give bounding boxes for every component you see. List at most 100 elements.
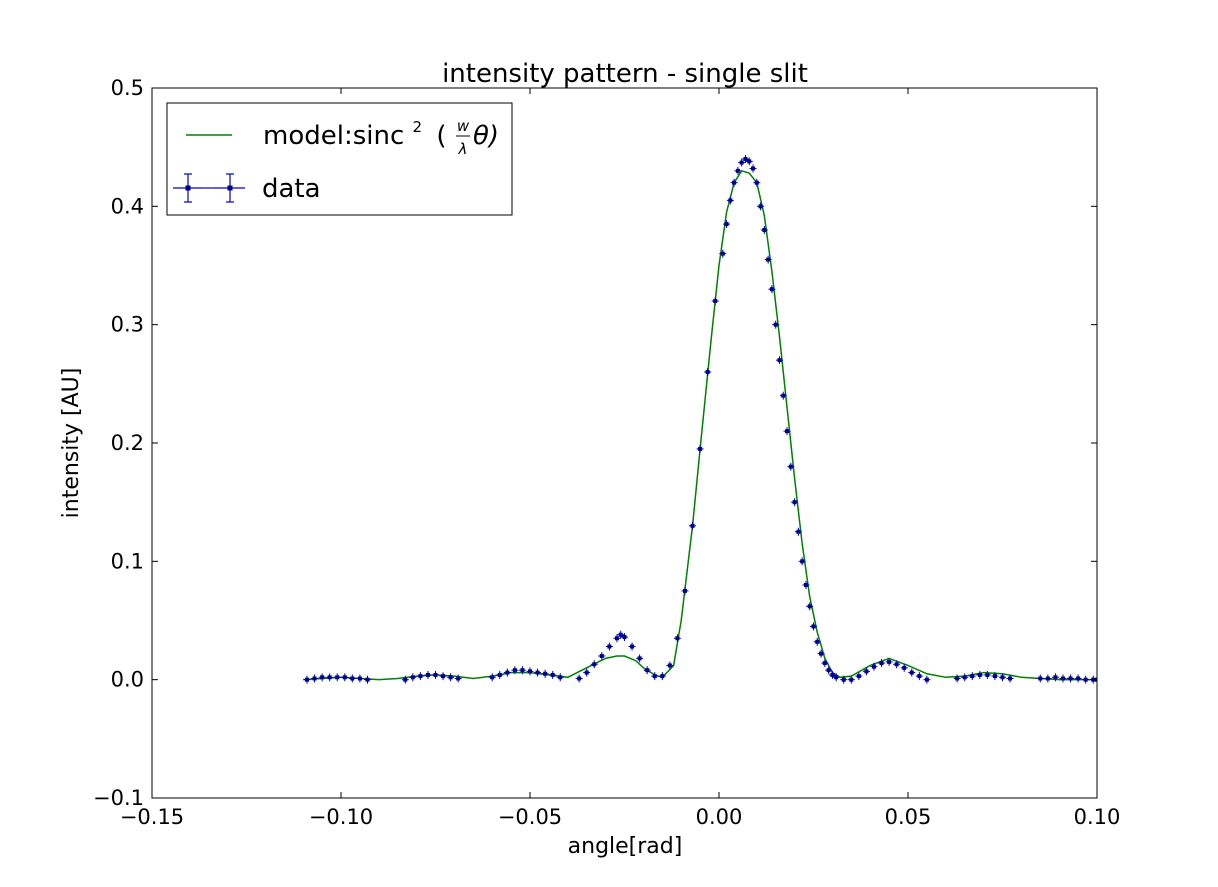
data-point-marker: [682, 588, 687, 593]
data-point: [613, 634, 621, 643]
data-point: [549, 670, 557, 679]
legend-model-exponent: 2: [413, 118, 423, 136]
data-point-marker: [747, 159, 752, 164]
data-point-marker: [599, 654, 604, 658]
data-point: [1067, 674, 1075, 683]
data-point-marker: [312, 676, 317, 681]
data-point: [719, 249, 727, 258]
data-point-marker: [584, 670, 589, 675]
data-point: [496, 670, 504, 679]
data-point: [772, 320, 780, 329]
data-point: [326, 673, 334, 682]
data-point: [341, 673, 349, 682]
data-point-marker: [543, 671, 548, 676]
data-point-marker: [652, 674, 657, 679]
data-point: [787, 462, 795, 471]
data-point: [768, 285, 776, 294]
data-point-marker: [739, 160, 744, 165]
data-point: [424, 670, 432, 679]
data-point-marker: [902, 665, 907, 670]
data-point-marker: [758, 204, 763, 209]
data-point: [1059, 674, 1067, 683]
data-point: [303, 675, 311, 684]
data-point-marker: [917, 674, 922, 679]
data-point: [757, 202, 765, 211]
data-point-marker: [743, 157, 748, 161]
data-point: [643, 666, 651, 675]
data-point-marker: [788, 464, 793, 469]
data-point: [734, 166, 742, 175]
data-point: [447, 673, 455, 682]
data-point-marker: [826, 668, 831, 673]
legend-model-prefix: model:sinc: [263, 121, 404, 151]
legend-model-label: model:sinc 2 (: [263, 109, 447, 151]
data-point: [526, 667, 534, 676]
tick-layer: −0.15 −0.10 −0.05 0.00 0.05 0.10 −0.1 0.0 0.1 0.2…: [93, 76, 1120, 829]
data-point-marker: [1045, 676, 1050, 681]
y-tick-label: 0.0: [111, 668, 144, 692]
data-point: [832, 673, 840, 682]
data-point-marker: [1000, 675, 1005, 680]
data-point-marker: [698, 446, 703, 451]
data-point-marker: [327, 675, 332, 680]
data-point-marker: [1068, 676, 1073, 681]
data-point: [658, 672, 666, 681]
data-point: [590, 660, 598, 669]
data-point-marker: [607, 644, 612, 649]
data-point: [356, 674, 364, 683]
data-point: [976, 670, 984, 679]
data-point: [915, 672, 923, 681]
data-point-marker: [796, 529, 801, 534]
data-point-marker: [1008, 676, 1013, 681]
data-point: [878, 659, 886, 668]
x-tick-label: −0.05: [498, 805, 562, 829]
data-point-marker: [924, 677, 929, 682]
data-point-marker: [781, 393, 786, 398]
y-tick-label: 0.4: [111, 194, 144, 218]
data-point: [598, 652, 606, 660]
data-point-marker: [894, 662, 899, 667]
data-point-marker: [660, 674, 665, 679]
data-point-marker: [342, 675, 347, 680]
data-point: [825, 666, 833, 675]
data-point: [794, 527, 802, 536]
data-point: [333, 673, 341, 682]
data-point: [621, 633, 628, 642]
y-tick-label: 0.1: [111, 549, 144, 573]
data-point-marker: [304, 677, 309, 682]
data-point: [764, 255, 772, 264]
data-point-marker: [705, 370, 710, 374]
data-point: [605, 642, 613, 651]
data-point: [828, 670, 836, 679]
data-point-marker: [512, 668, 517, 673]
data-point: [488, 673, 496, 682]
data-point-marker: [622, 635, 627, 640]
data-point: [432, 670, 439, 679]
data-point-marker: [433, 672, 438, 677]
data-point: [518, 666, 526, 675]
data-point: [511, 666, 519, 675]
data-point-marker: [769, 287, 774, 292]
data-point: [439, 672, 447, 681]
data-point-marker: [490, 675, 495, 680]
data-point-marker: [645, 668, 650, 673]
data-point-marker: [849, 677, 854, 682]
x-tick-label: −0.10: [309, 805, 373, 829]
data-point: [1051, 673, 1059, 682]
legend-fraction-numerator: w: [457, 117, 470, 135]
data-point: [961, 673, 969, 682]
data-point: [745, 157, 753, 166]
data-point: [689, 521, 697, 530]
data-point-marker: [822, 661, 827, 666]
data-point: [847, 675, 855, 684]
y-tick-label: 0.5: [111, 76, 144, 100]
data-point-marker: [962, 675, 967, 680]
data-point-marker: [614, 636, 619, 641]
data-point-marker: [667, 663, 672, 668]
data-point: [760, 226, 768, 234]
data-point-marker: [815, 639, 820, 644]
data-point: [1006, 674, 1014, 683]
data-point: [798, 557, 806, 566]
data-point-marker: [365, 677, 370, 682]
data-point-marker: [909, 670, 914, 675]
